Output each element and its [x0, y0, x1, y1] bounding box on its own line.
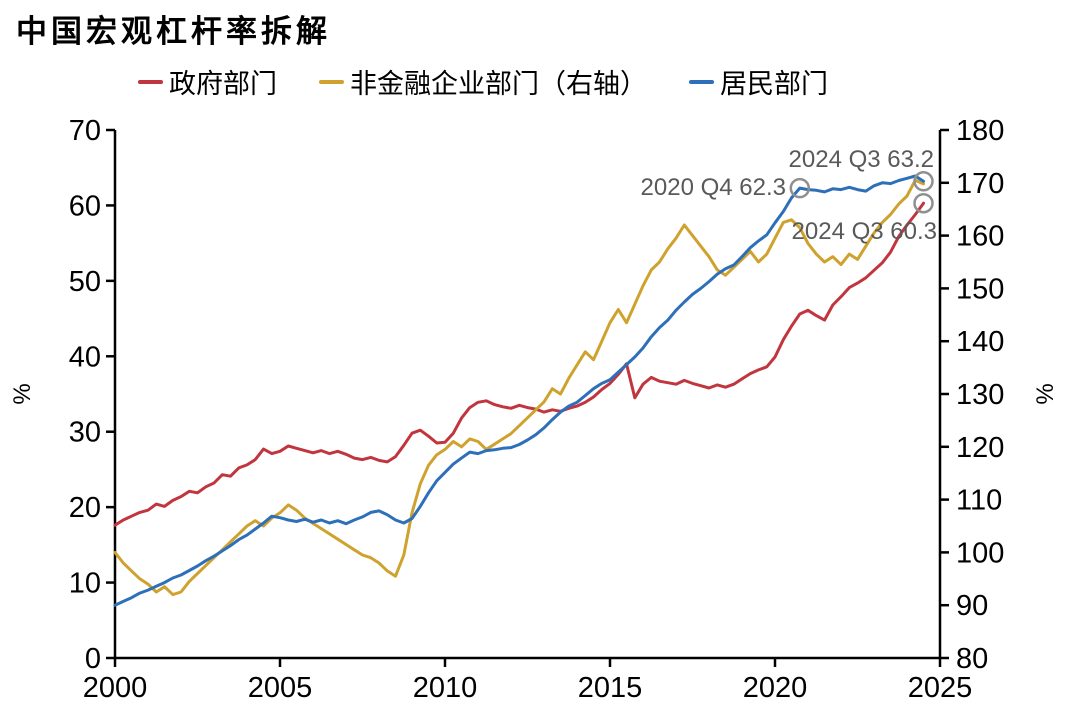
legend-label-corporate: 非金融企业部门（右轴）	[350, 69, 647, 99]
legend-label-household: 居民部门	[720, 69, 828, 99]
legend-item-corporate: 非金融企业部门（右轴）	[319, 62, 647, 101]
svg-text:2025: 2025	[908, 672, 973, 704]
government-line-swatch-icon	[138, 79, 163, 84]
svg-text:0: 0	[85, 643, 101, 675]
svg-text:150: 150	[956, 273, 1004, 305]
svg-text:50: 50	[69, 266, 101, 298]
svg-text:20: 20	[69, 492, 101, 524]
legend-item-household: 居民部门	[689, 62, 828, 101]
svg-text:180: 180	[956, 115, 1004, 147]
svg-text:130: 130	[956, 379, 1004, 411]
annotation-2020-q4-household: 2020 Q4 62.3	[640, 174, 786, 201]
svg-text:%: %	[1032, 383, 1059, 404]
corporate-line-swatch-icon	[319, 79, 344, 84]
svg-text:2010: 2010	[413, 672, 478, 704]
svg-text:%: %	[9, 383, 36, 404]
svg-text:2005: 2005	[248, 672, 313, 704]
svg-text:120: 120	[956, 432, 1004, 464]
svg-text:2015: 2015	[578, 672, 643, 704]
svg-text:10: 10	[69, 568, 101, 600]
svg-text:2020: 2020	[743, 672, 808, 704]
legend-label-government: 政府部门	[169, 69, 277, 99]
svg-text:90: 90	[956, 590, 988, 622]
svg-text:2000: 2000	[83, 672, 148, 704]
svg-text:140: 140	[956, 326, 1004, 358]
legend: 政府部门 非金融企业部门（右轴） 居民部门	[138, 62, 828, 101]
annotation-2024-q3-government: 2024 Q3 60.3	[791, 218, 937, 245]
svg-text:170: 170	[956, 168, 1004, 200]
svg-text:40: 40	[69, 341, 101, 373]
svg-text:160: 160	[956, 221, 1004, 253]
svg-text:100: 100	[956, 537, 1004, 569]
annotation-2024-q3-household: 2024 Q3 63.2	[788, 146, 934, 173]
legend-item-government: 政府部门	[138, 62, 277, 101]
chart-title: 中国宏观杠杆率拆解	[16, 14, 331, 49]
svg-text:30: 30	[69, 417, 101, 449]
household-line-swatch-icon	[689, 79, 714, 84]
svg-text:60: 60	[69, 190, 101, 222]
svg-text:80: 80	[956, 643, 988, 675]
svg-text:110: 110	[956, 485, 1002, 517]
svg-text:70: 70	[69, 115, 101, 147]
